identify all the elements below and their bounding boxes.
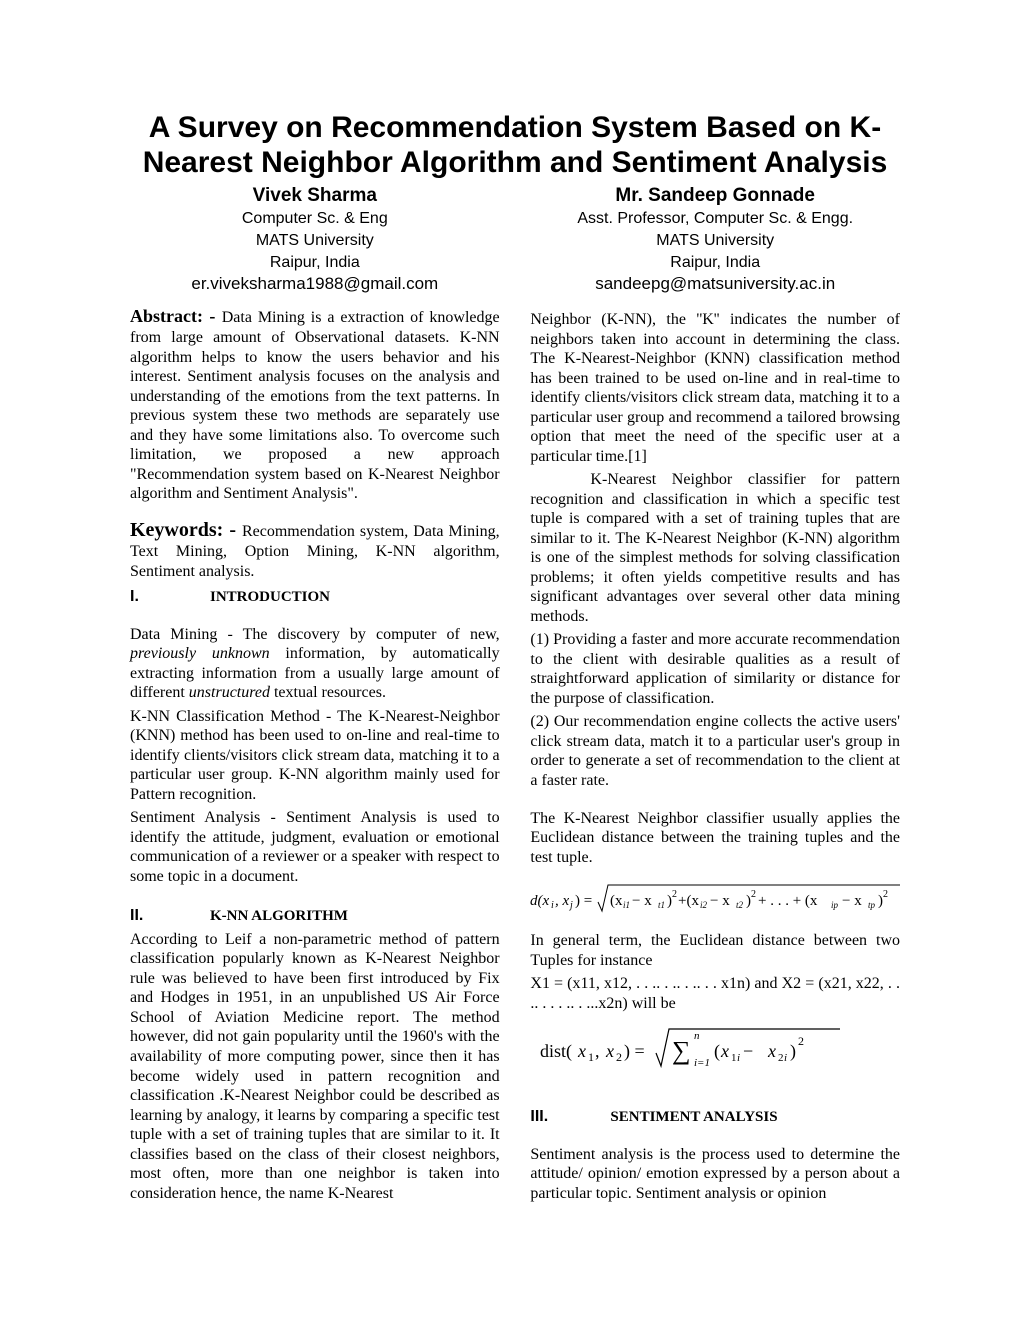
svg-text:tp: tp: [868, 900, 876, 910]
author-block-2: Mr. Sandeep Gonnade Asst. Professor, Com…: [530, 183, 900, 296]
intro-p3: Sentiment Analysis - Sentiment Analysis …: [130, 808, 500, 886]
col2-p1: Neighbor (K-NN), the ''K'' indicates the…: [530, 310, 900, 466]
author-1-email: er.viveksharma1988@gmail.com: [130, 273, 500, 296]
svg-text:,: ,: [595, 1041, 600, 1061]
author-2-univ: MATS University: [530, 230, 900, 252]
section-1-title: INTRODUCTION: [210, 589, 330, 605]
svg-text:2: 2: [798, 1034, 804, 1048]
author-block-1: Vivek Sharma Computer Sc. & Eng MATS Uni…: [130, 183, 500, 296]
svg-text:x: x: [577, 1041, 586, 1061]
intro-p1a: Data Mining - The discovery by computer …: [130, 626, 500, 643]
svg-text:) =: ) =: [575, 893, 592, 909]
author-2-email: sandeepg@matsuniversity.ac.in: [530, 273, 900, 296]
author-1-dept: Computer Sc. & Eng: [130, 208, 500, 230]
svg-text:2: 2: [672, 889, 677, 900]
svg-text:x: x: [605, 1041, 614, 1061]
title-line-1: A Survey on Recommendation System Based …: [149, 111, 881, 144]
abstract-block: Abstract: - Data Mining is a extraction …: [130, 306, 500, 504]
svg-text:t1: t1: [658, 900, 665, 910]
svg-text:2: 2: [616, 1050, 622, 1064]
svg-text:ip: ip: [831, 900, 839, 910]
svg-text:2: 2: [883, 889, 888, 900]
left-column: Abstract: - Data Mining is a extraction …: [130, 306, 500, 1203]
svg-text:, x: , x: [555, 893, 570, 909]
section-3-heading: III.SENTIMENT ANALYSIS: [530, 1107, 900, 1127]
svg-text:) =: ) =: [624, 1041, 645, 1062]
euclidean-formula-2: dist( x 1 , x 2 ) = ∑ n i=1 ( x 1 i −: [530, 1023, 900, 1073]
svg-text:1: 1: [588, 1050, 594, 1064]
svg-text:i=1: i=1: [694, 1057, 710, 1069]
paper-title: A Survey on Recommendation System Based …: [130, 110, 900, 181]
svg-text:1: 1: [731, 1052, 737, 1064]
svg-text:2: 2: [778, 1052, 784, 1064]
svg-text:(x: (x: [610, 893, 623, 909]
section-2-title: K-NN ALGORITHM: [210, 908, 348, 924]
section-2-heading: II.K-NN ALGORITHM: [130, 906, 500, 926]
author-2-loc: Raipur, India: [530, 252, 900, 274]
intro-p1b: previously unknown: [130, 645, 270, 662]
intro-p1e: textual resources.: [270, 684, 386, 701]
svg-text:− x: − x: [632, 893, 652, 909]
intro-p1: Data Mining - The discovery by computer …: [130, 625, 500, 703]
col2-p4: (2) Our recommendation engine collects t…: [530, 712, 900, 790]
svg-text:x: x: [767, 1041, 776, 1061]
section-2-num: II.: [130, 906, 210, 926]
abstract-text: Data Mining is a extraction of knowledge…: [130, 309, 500, 502]
svg-text:+ . . . + (x: + . . . + (x: [758, 893, 818, 909]
title-line-2: Nearest Neighbor Algorithm and Sentiment…: [143, 146, 888, 179]
author-2-name: Mr. Sandeep Gonnade: [530, 183, 900, 209]
svg-text:+(x: +(x: [678, 893, 699, 909]
svg-text:x: x: [720, 1041, 729, 1061]
svg-text:i1: i1: [623, 900, 630, 910]
svg-text:− x: − x: [842, 893, 862, 909]
col2-p6: In general term, the Euclidean distance …: [530, 931, 900, 970]
col2-p5: The K-Nearest Neighbor classifier usuall…: [530, 809, 900, 868]
authors-row: Vivek Sharma Computer Sc. & Eng MATS Uni…: [130, 183, 900, 296]
section-3-num: III.: [530, 1107, 610, 1127]
right-column: Neighbor (K-NN), the ''K'' indicates the…: [530, 306, 900, 1203]
euclidean-formula-1: d(x i , x j ) = (x i1 − x t1 ) 2 +(x i2 …: [530, 877, 900, 917]
col2-p2: K-Nearest Neighbor classifier for patter…: [530, 470, 900, 626]
svg-text:): ): [790, 1041, 796, 1062]
keywords-block: Keywords: - Recommendation system, Data …: [130, 518, 500, 581]
section-1-heading: I.INTRODUCTION: [130, 587, 500, 607]
svg-text:i: i: [551, 900, 554, 911]
section-1-num: I.: [130, 587, 210, 607]
svg-text:(: (: [714, 1041, 720, 1062]
svg-text:2: 2: [751, 889, 756, 900]
svg-text:i2: i2: [700, 900, 708, 910]
two-column-body: Abstract: - Data Mining is a extraction …: [130, 306, 900, 1203]
author-1-univ: MATS University: [130, 230, 500, 252]
svg-text:d(x: d(x: [530, 893, 549, 909]
abstract-label: Abstract: -: [130, 306, 222, 326]
svg-text:t2: t2: [736, 900, 744, 910]
author-1-loc: Raipur, India: [130, 252, 500, 274]
svg-text:i: i: [737, 1052, 740, 1064]
svg-text:−: −: [743, 1041, 753, 1061]
intro-p1d: unstructured: [189, 684, 270, 701]
section-3-title: SENTIMENT ANALYSIS: [610, 1109, 777, 1125]
svg-text:n: n: [694, 1030, 700, 1042]
intro-p2: K-NN Classification Method - The K-Neare…: [130, 707, 500, 805]
author-1-name: Vivek Sharma: [130, 183, 500, 209]
author-2-dept: Asst. Professor, Computer Sc. & Engg.: [530, 208, 900, 230]
svg-text:dist(: dist(: [540, 1041, 572, 1062]
svg-text:− x: − x: [710, 893, 730, 909]
keywords-label: Keywords: -: [130, 519, 242, 541]
svg-text:∑: ∑: [672, 1036, 691, 1065]
sentiment-p1: Sentiment analysis is the process used t…: [530, 1145, 900, 1204]
knn-p1: According to Leif a non-parametric metho…: [130, 930, 500, 1203]
col2-p3: (1) Providing a faster and more accurate…: [530, 630, 900, 708]
col2-p7: X1 = (x11, x12, . . .. . .. . .. . . x1n…: [530, 974, 900, 1013]
svg-text:i: i: [784, 1052, 787, 1064]
